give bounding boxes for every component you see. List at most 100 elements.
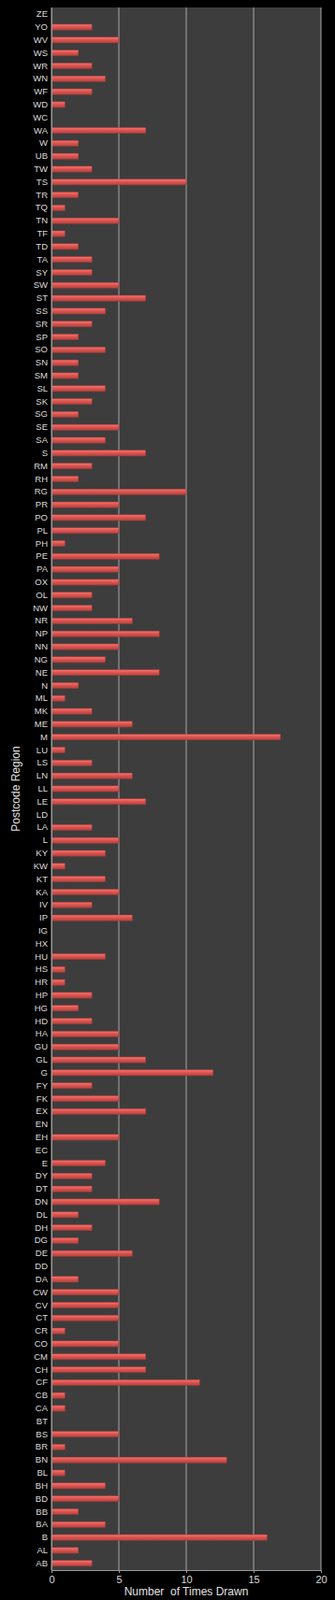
y-tick-label: DL	[36, 1210, 48, 1222]
bar	[51, 399, 92, 406]
y-tick: NE	[35, 668, 52, 679]
y-tick-label: TS	[36, 176, 48, 188]
y-tick-label: PR	[35, 499, 48, 510]
bar	[51, 1510, 79, 1516]
y-tick-label: TD	[35, 241, 48, 252]
grid-line	[186, 7, 188, 1573]
bar	[51, 62, 92, 69]
y-tick: SO	[34, 344, 52, 355]
y-tick-label: KW	[33, 861, 48, 873]
y-tick-label: EX	[35, 1106, 48, 1118]
y-tick-label: HD	[34, 1017, 48, 1028]
y-tick: CM	[33, 1353, 52, 1364]
y-tick-label: CO	[34, 1340, 48, 1351]
y-tick-label: DY	[35, 1171, 49, 1182]
bar	[51, 1006, 79, 1013]
x-tick-mark	[253, 1572, 255, 1575]
y-tick-label: BD	[35, 1495, 48, 1506]
y-tick-label: N	[41, 681, 48, 692]
y-tick-label: HP	[35, 990, 48, 1002]
y-tick: FY	[36, 1081, 52, 1093]
y-tick: SK	[35, 396, 52, 408]
bar	[51, 231, 65, 237]
y-tick-label: HG	[34, 1004, 48, 1015]
x-tick: 15	[247, 1572, 260, 1588]
y-tick: PE	[35, 551, 52, 562]
bar	[51, 735, 281, 742]
y-tick: BT	[36, 1417, 52, 1428]
y-tick: WV	[33, 34, 52, 45]
y-tick: PO	[34, 512, 52, 524]
bar	[51, 1291, 119, 1297]
y-tick-label: DN	[34, 1197, 48, 1209]
y-tick: HX	[35, 939, 52, 950]
x-tick: 5	[116, 1572, 122, 1588]
bar	[51, 373, 79, 379]
bar	[51, 1562, 92, 1569]
bar	[51, 476, 79, 482]
y-tick: TA	[37, 254, 52, 265]
y-tick: CF	[35, 1378, 52, 1389]
bar	[51, 127, 146, 133]
y-tick: TF	[36, 228, 52, 239]
y-tick: BN	[35, 1456, 52, 1467]
y-tick: BD	[35, 1495, 52, 1506]
bar	[51, 1032, 119, 1038]
y-tick-label: B	[42, 1533, 48, 1544]
y-tick: LE	[36, 797, 52, 808]
y-tick-label: NP	[35, 628, 48, 640]
bar	[51, 889, 119, 896]
y-tick: TW	[33, 163, 52, 175]
y-tick-label: S	[42, 448, 48, 459]
y-tick-label: BR	[35, 1442, 48, 1454]
bar	[51, 540, 65, 547]
bar	[51, 1445, 65, 1452]
bar	[51, 1109, 146, 1116]
y-tick-label: WC	[32, 112, 48, 123]
y-tick: LD	[36, 810, 52, 821]
y-tick: WD	[32, 99, 52, 110]
bar	[51, 1278, 79, 1284]
y-tick-label: CV	[35, 1301, 49, 1312]
y-tick: SP	[35, 332, 52, 343]
y-tick-label: LA	[36, 822, 48, 833]
bar	[51, 204, 65, 211]
y-tick: LN	[36, 771, 52, 782]
y-tick-label: IV	[39, 900, 49, 911]
y-tick: RG	[34, 486, 52, 497]
y-tick: DH	[34, 1223, 52, 1235]
y-tick: DD	[34, 1262, 52, 1273]
y-tick-label: EN	[35, 1120, 48, 1131]
y-tick: BA	[35, 1520, 52, 1531]
bar	[51, 411, 79, 418]
bar	[51, 1303, 119, 1310]
grid-line	[320, 7, 322, 1573]
y-tick: RH	[34, 474, 52, 485]
y-tick-label: HS	[35, 964, 48, 976]
bar	[51, 269, 92, 276]
y-tick-label: WD	[32, 99, 48, 110]
y-tick-label: PH	[35, 538, 48, 550]
y-tick: L	[43, 835, 52, 846]
bar	[51, 1381, 200, 1387]
y-tick: IG	[38, 926, 52, 937]
y-tick-label: EH	[35, 1133, 48, 1144]
y-tick-label: NE	[35, 668, 48, 679]
y-tick: WF	[33, 86, 52, 97]
bar	[51, 321, 92, 328]
y-tick: CA	[35, 1404, 52, 1415]
y-tick: ST	[36, 292, 52, 304]
y-tick-label: SS	[35, 305, 48, 317]
bar	[51, 903, 92, 909]
y-tick-label: PO	[34, 512, 48, 524]
y-tick: B	[42, 1533, 52, 1544]
bar	[51, 489, 187, 496]
bars	[51, 24, 281, 1569]
y-tick: SE	[35, 422, 52, 433]
y-tick-label: HX	[35, 939, 49, 950]
bar	[51, 295, 146, 302]
bar	[51, 1084, 92, 1091]
bar	[51, 1058, 146, 1064]
y-tick: W	[39, 137, 52, 148]
y-tick-label: UB	[35, 150, 48, 161]
